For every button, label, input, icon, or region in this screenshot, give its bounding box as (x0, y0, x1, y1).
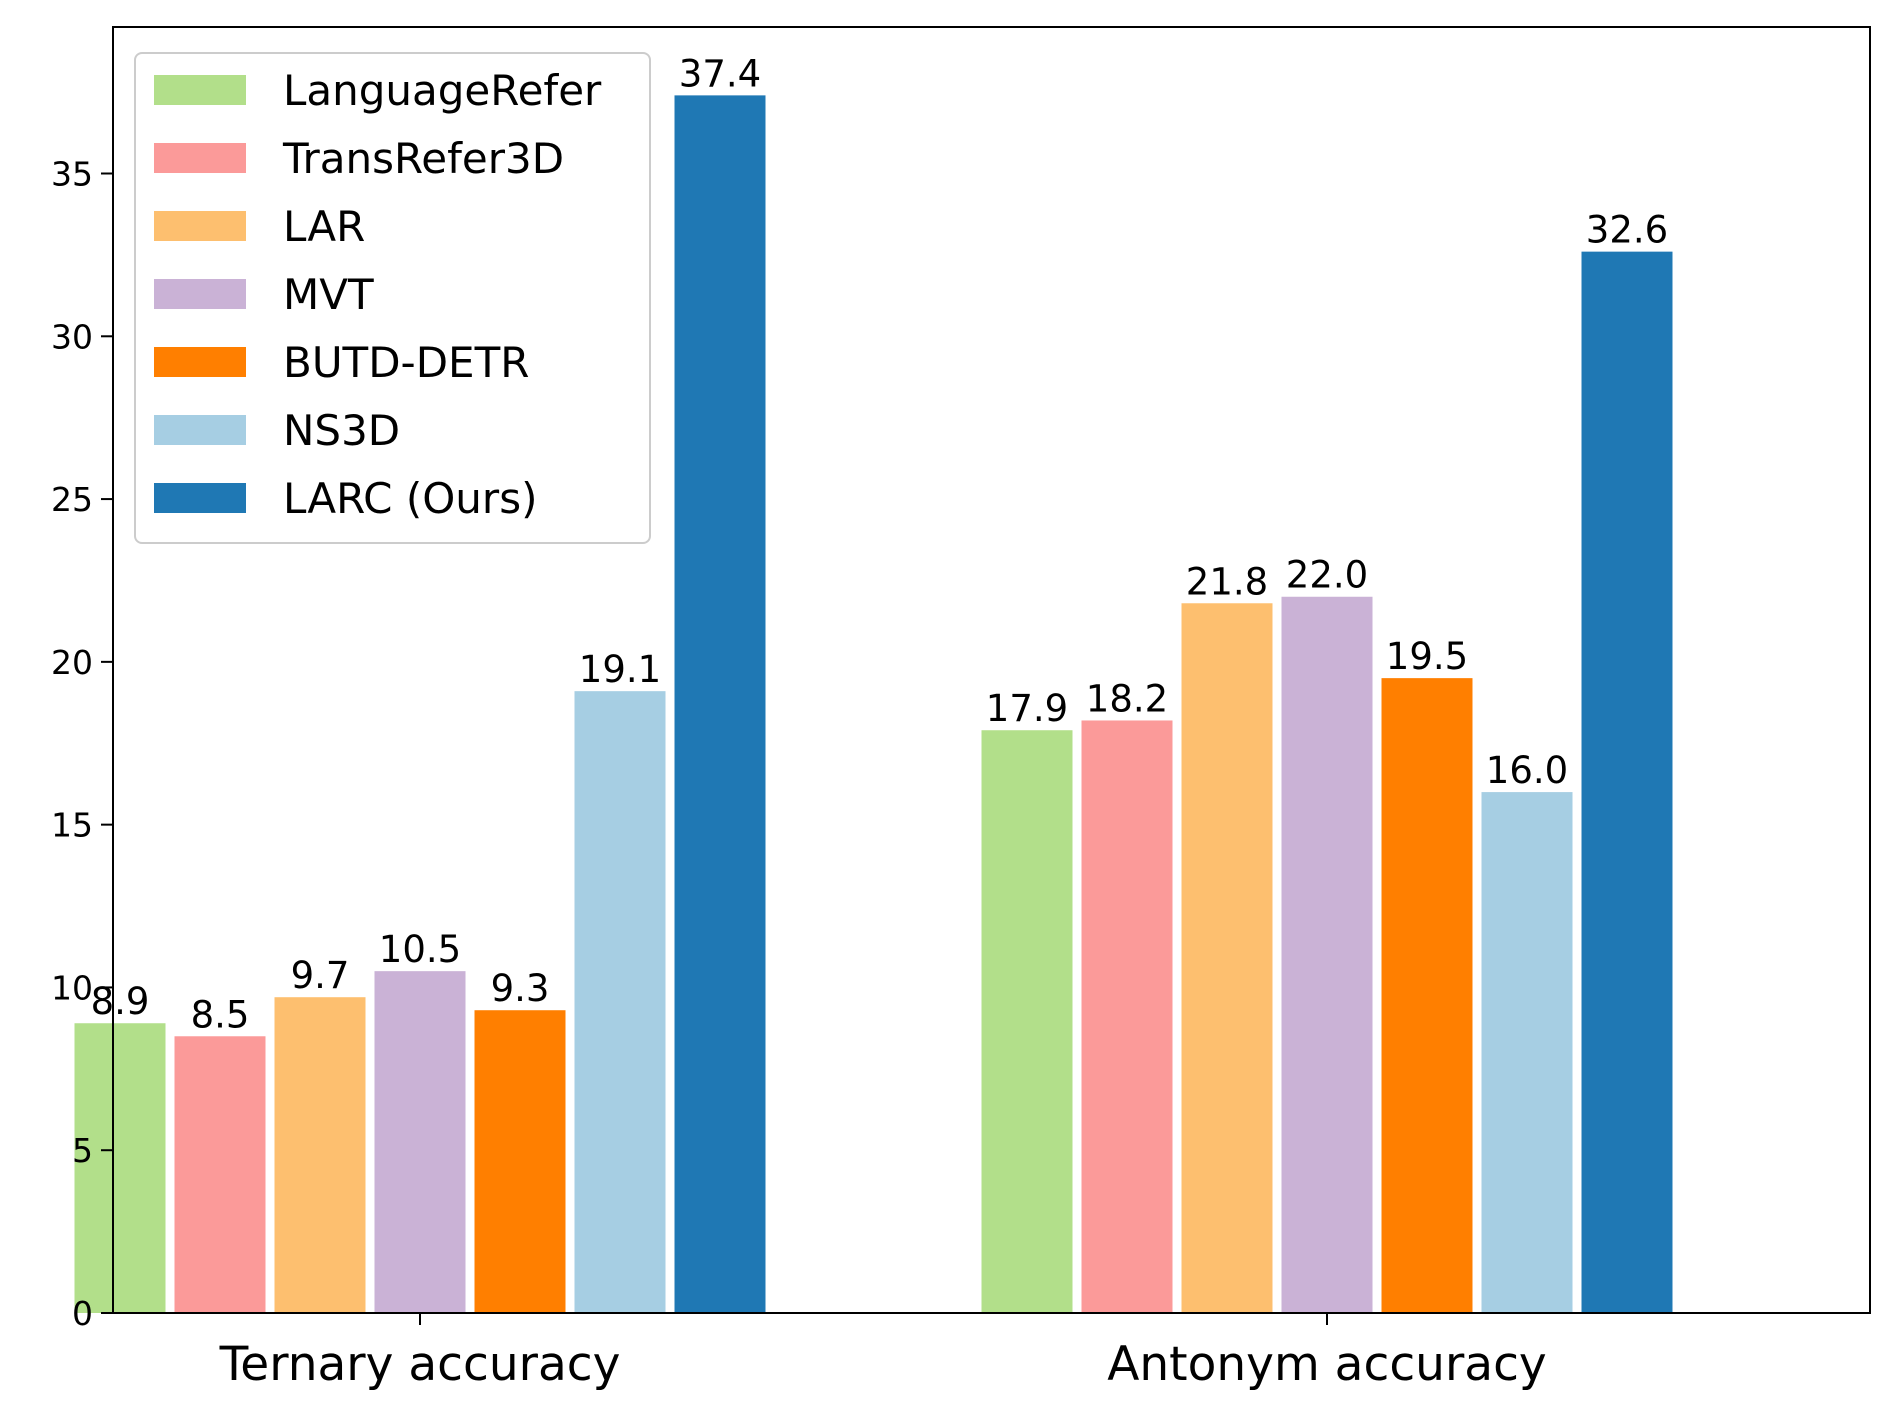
bar-mvt-ternary (374, 971, 466, 1313)
x-category-label: Antonym accuracy (1107, 1337, 1547, 1392)
bar-ns3d-ternary (574, 691, 666, 1313)
legend-label: LARC (Ours) (283, 474, 537, 523)
data-label: 37.4 (679, 52, 761, 95)
data-label: 17.9 (986, 687, 1068, 730)
data-label: 9.3 (491, 967, 550, 1010)
legend-swatch (154, 143, 246, 173)
data-label: 10.5 (379, 928, 461, 971)
data-label: 16.0 (1486, 749, 1568, 792)
y-axis: 0 5 10 15 20 25 30 35 (51, 155, 113, 1333)
data-label: 8.9 (91, 980, 150, 1023)
x-axis: Ternary accuracy Antonym accuracy (219, 1313, 1547, 1392)
legend-swatch (154, 211, 246, 241)
bar-languagerefer-ternary (74, 1023, 166, 1313)
bar-languagerefer-antonym (981, 730, 1073, 1313)
legend-label: NS3D (283, 406, 400, 455)
bar-transrefer3d-antonym (1081, 720, 1173, 1313)
legend-swatch (154, 347, 246, 377)
bar-larc-ours-ternary (674, 95, 766, 1313)
data-label: 8.5 (191, 993, 250, 1036)
legend-swatch (154, 415, 246, 445)
y-tick-label: 30 (51, 317, 93, 356)
legend: LanguageRefer TransRefer3D LAR MVT BUTD-DETR… (134, 52, 651, 544)
legend-label: LanguageRefer (283, 66, 602, 115)
bar-lar-ternary (274, 997, 366, 1313)
y-tick-label: 25 (51, 480, 93, 519)
y-tick-label: 35 (51, 155, 93, 194)
legend-label: TransRefer3D (282, 134, 564, 183)
bar-butd-detr-ternary (474, 1010, 566, 1313)
y-tick-label: 0 (72, 1294, 93, 1333)
legend-label: BUTD-DETR (283, 338, 529, 387)
data-label: 32.6 (1586, 209, 1668, 252)
bar-butd-detr-antonym (1381, 678, 1473, 1313)
data-label: 22.0 (1286, 554, 1368, 597)
y-tick-label: 5 (72, 1131, 93, 1170)
legend-swatch (154, 75, 246, 105)
y-tick-label: 15 (51, 806, 93, 845)
legend-swatch (154, 279, 246, 309)
data-label: 19.1 (579, 648, 661, 691)
bars-layer (74, 95, 1673, 1313)
bar-lar-antonym (1181, 603, 1273, 1313)
data-label: 9.7 (291, 954, 350, 997)
x-category-label: Ternary accuracy (219, 1337, 621, 1392)
bar-transrefer3d-ternary (174, 1036, 266, 1313)
data-label: 19.5 (1386, 635, 1468, 678)
legend-label: MVT (283, 270, 374, 319)
data-labels-layer: 8.9 8.5 9.7 10.5 9.3 19.1 37.4 17.9 18.2 21.8 22.0… (91, 52, 1669, 1036)
bar-mvt-antonym (1281, 596, 1373, 1313)
plot-frame (112, 26, 1871, 1314)
legend-label: LAR (283, 202, 365, 251)
bar-ns3d-antonym (1481, 792, 1573, 1313)
y-tick-label: 10 (51, 968, 93, 1007)
legend-box (134, 52, 651, 544)
y-tick-label: 20 (51, 643, 93, 682)
data-label: 18.2 (1086, 677, 1168, 720)
legend-swatch (154, 483, 246, 513)
data-label: 21.8 (1186, 560, 1268, 603)
bar-larc-ours-antonym (1581, 251, 1673, 1313)
